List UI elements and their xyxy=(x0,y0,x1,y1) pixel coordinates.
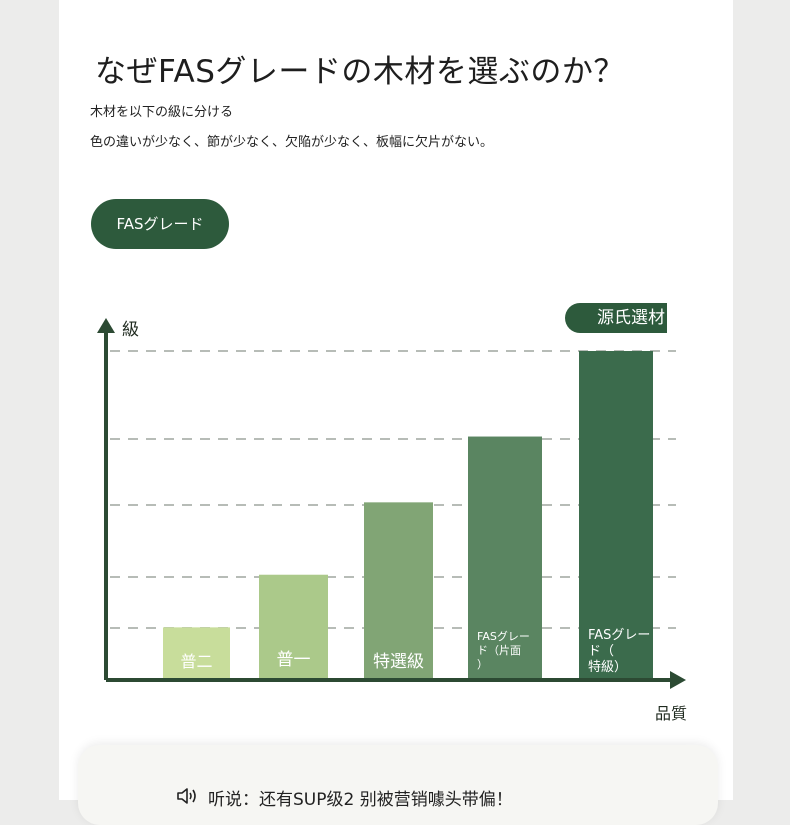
bar-label-line: 普一 xyxy=(276,650,311,670)
bar-1 xyxy=(163,627,230,680)
bar-2 xyxy=(259,574,328,680)
bar-label-line: 普二 xyxy=(180,652,213,671)
bar-label-line: 特選級 xyxy=(373,652,424,672)
bar-label-2: 普一 xyxy=(259,650,328,670)
x-axis-label: 品質 xyxy=(655,704,688,723)
bar-label-1: 普二 xyxy=(163,652,230,671)
subtitle-criteria: 色の違いが少なく、節が少なく、欠陥が少なく、板幅に欠片がない。 xyxy=(90,135,494,150)
fas-grade-badge: FASグレード xyxy=(91,199,229,249)
bar-label-line: 特級） xyxy=(588,660,628,675)
y-axis-label: 級 xyxy=(122,320,139,340)
page-title: なぜFASグレードの木材を選ぶのか？ xyxy=(95,54,625,90)
y-axis-arrow xyxy=(97,318,115,333)
bottom-note-text: 听说：还有SUP级2 别被营销噱头带偏！ xyxy=(178,785,513,810)
axes xyxy=(104,331,674,682)
bar-label-3: 特選級 xyxy=(364,652,433,672)
bar-5 xyxy=(579,351,653,680)
bar-label-line: ） xyxy=(477,658,488,671)
x-axis-arrow xyxy=(670,671,686,689)
bar-label-line: ド（ xyxy=(588,644,615,659)
bar-label-line: FASグレー xyxy=(477,630,530,643)
bottom-note-label: 听说：还有SUP级2 别被营销噱头带偏！ xyxy=(208,790,513,810)
grade-bar-chart xyxy=(97,318,686,689)
subtitle-grades: 木材を以下の級に分ける xyxy=(90,105,234,120)
bar-label-line: FASグレー xyxy=(588,628,651,643)
brand-tag: 源氏選材 xyxy=(565,303,667,333)
bar-label-5: FASグレー ド（ 特級） xyxy=(579,628,653,676)
bar-label-4: FASグレー ド（片面） xyxy=(468,630,542,672)
bar-3 xyxy=(364,502,433,680)
bar-4 xyxy=(468,436,542,680)
bar-label-line: ド（片面 xyxy=(477,644,521,657)
